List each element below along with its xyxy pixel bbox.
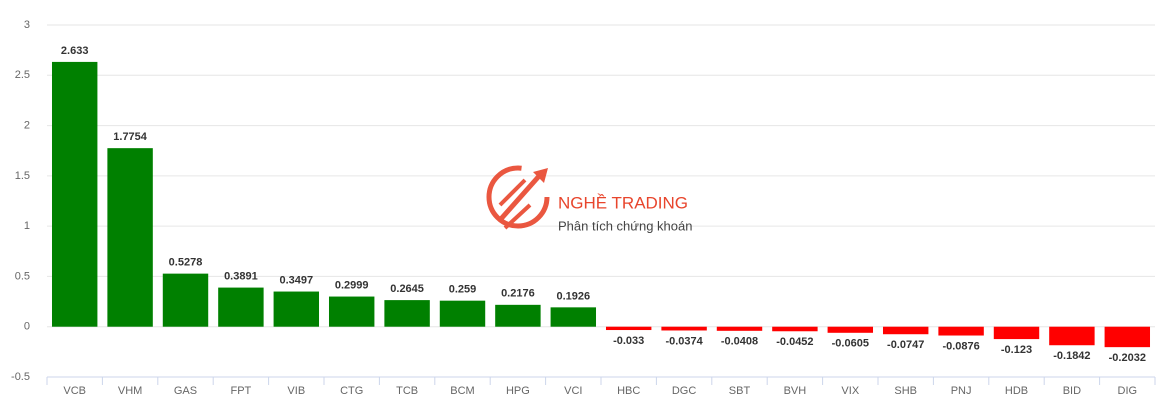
- value-label: -0.033: [613, 335, 644, 347]
- bar: [107, 148, 153, 327]
- value-label: -0.0876: [942, 340, 979, 352]
- x-tick-label: HBC: [617, 385, 640, 397]
- y-tick-label: 0.5: [15, 270, 30, 282]
- bar: [827, 326, 874, 333]
- bar: [384, 300, 430, 327]
- bar: [882, 326, 929, 335]
- value-label: -0.0452: [776, 336, 813, 348]
- value-label: 0.2999: [335, 279, 369, 291]
- value-label: 0.2645: [390, 283, 424, 295]
- value-label: 0.2176: [501, 288, 535, 300]
- x-tick-label: HDB: [1005, 385, 1028, 397]
- bar: [273, 291, 320, 327]
- bar: [993, 326, 1040, 340]
- x-tick-label: PNJ: [951, 385, 972, 397]
- x-tick-label: TCB: [396, 385, 418, 397]
- value-label: 0.3497: [279, 274, 313, 286]
- value-label: 0.1926: [556, 290, 590, 302]
- bar: [716, 326, 763, 331]
- bar: [439, 300, 486, 327]
- watermark-subtitle: Phân tích chứng khoán: [558, 218, 692, 233]
- y-tick-label: 3: [24, 19, 30, 31]
- x-tick-label: BID: [1063, 385, 1081, 397]
- bar: [605, 326, 652, 331]
- value-label: -0.0408: [721, 336, 758, 348]
- bar: [550, 307, 597, 327]
- x-tick-label: SHB: [894, 385, 917, 397]
- x-tick-label: VHM: [118, 385, 142, 397]
- bar: [1049, 326, 1095, 346]
- bar: [51, 61, 98, 327]
- bar: [328, 296, 375, 327]
- y-tick-label: 2.5: [15, 69, 30, 81]
- value-label: -0.2032: [1109, 352, 1146, 364]
- y-tick-label: -0.5: [11, 371, 30, 383]
- x-tick-label: BCM: [450, 385, 474, 397]
- x-tick-label: VCB: [63, 385, 86, 397]
- x-tick-label: SBT: [729, 385, 751, 397]
- value-label: -0.1842: [1053, 350, 1090, 362]
- watermark-title: NGHỀ TRADING: [558, 193, 688, 212]
- x-tick-label: HPG: [506, 385, 530, 397]
- x-tick-label: VIX: [841, 385, 859, 397]
- bar: [661, 326, 707, 331]
- x-tick-label: DIG: [1118, 385, 1138, 397]
- value-label: -0.0605: [832, 338, 869, 350]
- value-label: 0.3891: [224, 270, 258, 282]
- y-tick-label: 1: [24, 220, 30, 232]
- value-label: -0.0747: [887, 339, 924, 351]
- y-tick-label: 1.5: [15, 170, 30, 182]
- x-tick-label: CTG: [340, 385, 363, 397]
- bar: [938, 326, 984, 336]
- value-label: 0.259: [449, 284, 477, 296]
- bar: [1104, 326, 1151, 348]
- bar: [772, 326, 818, 332]
- x-tick-label: GAS: [174, 385, 197, 397]
- value-label: -0.123: [1001, 344, 1032, 356]
- x-tick-label: VIB: [287, 385, 305, 397]
- value-label: 2.633: [61, 45, 89, 57]
- y-tick-label: 2: [24, 119, 30, 131]
- value-label: 0.5278: [169, 257, 203, 269]
- x-tick-label: DGC: [672, 385, 697, 397]
- bar: [162, 273, 209, 327]
- bar: [218, 287, 264, 327]
- watermark-logo: [486, 165, 550, 230]
- x-tick-label: VCI: [564, 385, 582, 397]
- x-tick-label: FPT: [231, 385, 252, 397]
- value-label: -0.0374: [665, 335, 703, 347]
- x-tick-label: BVH: [784, 385, 807, 397]
- y-tick-label: 0: [24, 321, 30, 333]
- bar: [495, 304, 541, 327]
- value-label: 1.7754: [113, 131, 148, 143]
